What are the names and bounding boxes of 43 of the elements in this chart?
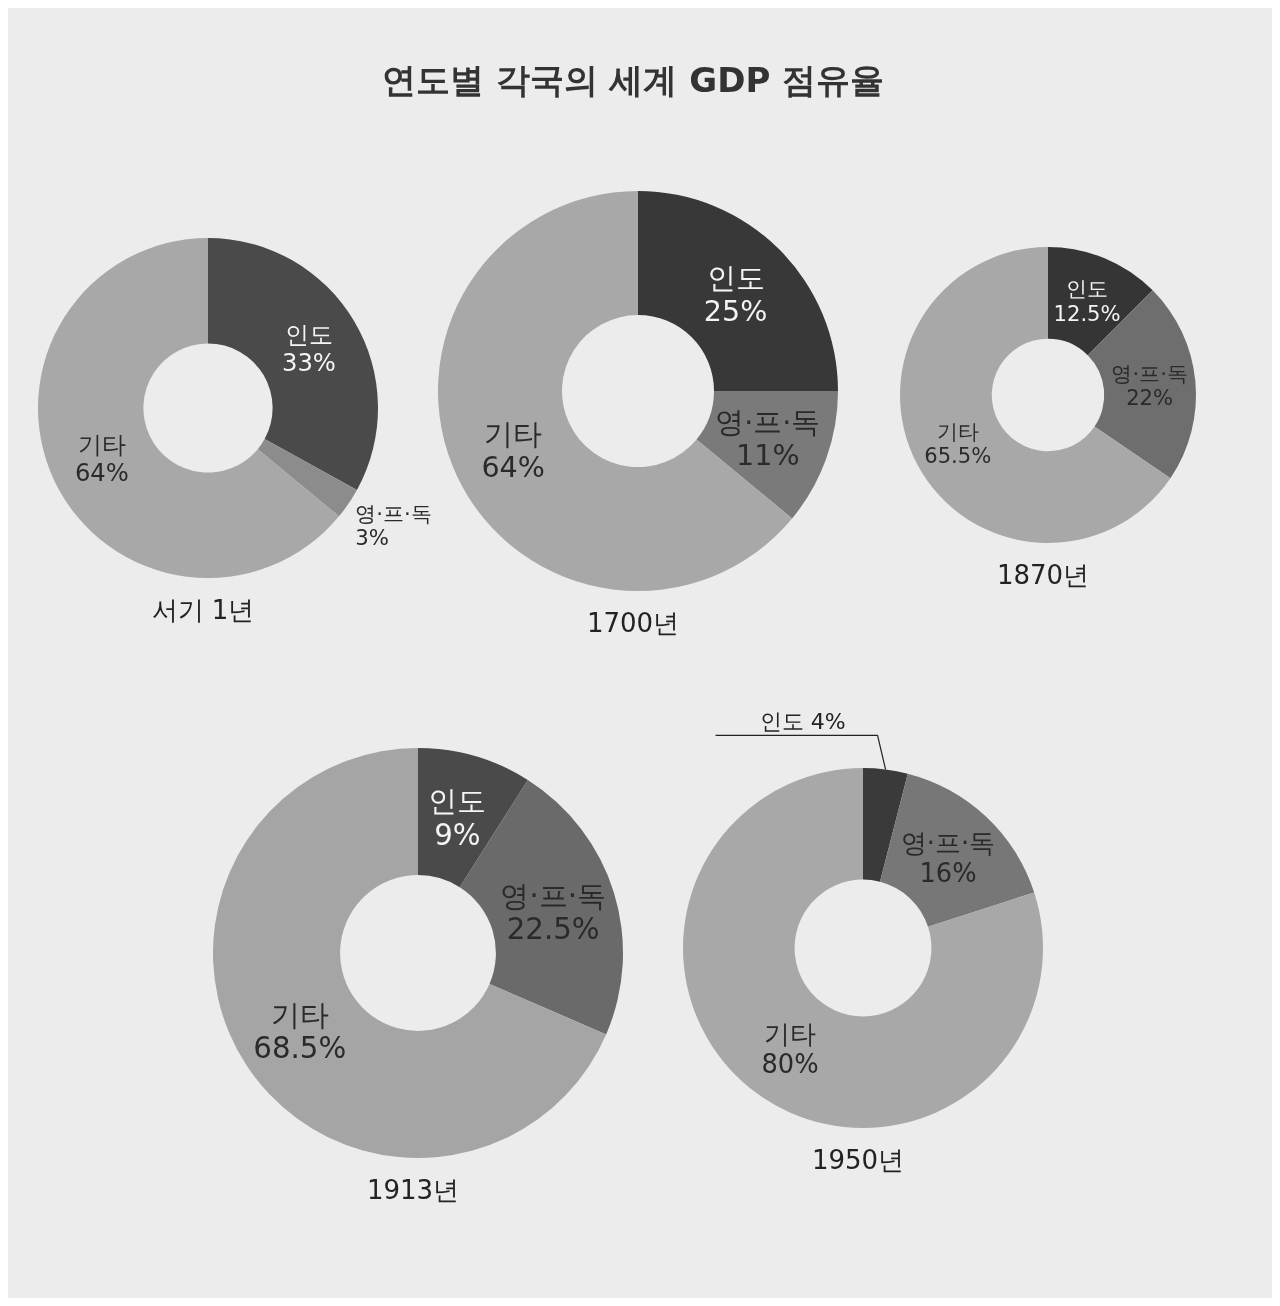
slice-label: 인도 xyxy=(284,320,333,350)
text: 1700년 xyxy=(585,607,681,640)
data-label: 22.5% xyxy=(506,912,600,947)
data-label: 16% xyxy=(919,857,977,888)
data-label: 64% xyxy=(74,458,129,488)
donut-slice xyxy=(1048,247,1153,356)
donut-slice xyxy=(38,238,339,578)
data-label: 11% xyxy=(736,437,800,472)
text: 1870년 xyxy=(995,559,1091,592)
slice-label: 기타 xyxy=(484,417,543,452)
slice-label: 인도 4% xyxy=(759,709,846,735)
text: 1913년 xyxy=(365,1174,461,1207)
text: 1950년 xyxy=(810,1144,906,1177)
slice-label: 기타 xyxy=(77,430,126,460)
slice-label: 영·프·독 xyxy=(900,828,996,859)
donut-slice xyxy=(257,439,357,517)
donut-slice xyxy=(683,768,1043,1128)
slice-label: 영·프·독 xyxy=(355,500,432,526)
slice-label: 인도 xyxy=(706,260,765,295)
donut-slice xyxy=(638,191,838,391)
data-label: 65.5% xyxy=(924,442,992,468)
data-label: 33% xyxy=(282,348,336,378)
data-label: 12.5% xyxy=(1053,300,1121,326)
slice-label: 기타 xyxy=(936,418,979,444)
data-label: 68.5% xyxy=(253,1031,347,1066)
donut-slice xyxy=(880,773,1035,927)
data-label: 64% xyxy=(481,449,545,484)
chart-title: 연도별 각국의 세계 GDP 점유율 xyxy=(380,59,886,102)
slice-label: 기타 xyxy=(270,997,329,1032)
slice-label: 영·프·독 xyxy=(1111,361,1188,387)
donut-slice xyxy=(213,748,607,1158)
text: 서기 1년 xyxy=(150,594,256,627)
slice-label: 기타 xyxy=(764,1019,816,1050)
slice-label: 인도 xyxy=(1066,276,1109,302)
data-label: 9% xyxy=(434,817,481,852)
data-label: 3% xyxy=(355,525,389,551)
donut-slice xyxy=(208,238,378,490)
slice-label: 영·프·독 xyxy=(500,878,606,913)
slice-label: 인도 xyxy=(428,784,487,819)
data-label: 22% xyxy=(1126,385,1174,411)
data-label: 80% xyxy=(761,1048,819,1079)
slice-label: 영·프·독 xyxy=(715,405,821,440)
data-label: 25% xyxy=(703,293,768,328)
